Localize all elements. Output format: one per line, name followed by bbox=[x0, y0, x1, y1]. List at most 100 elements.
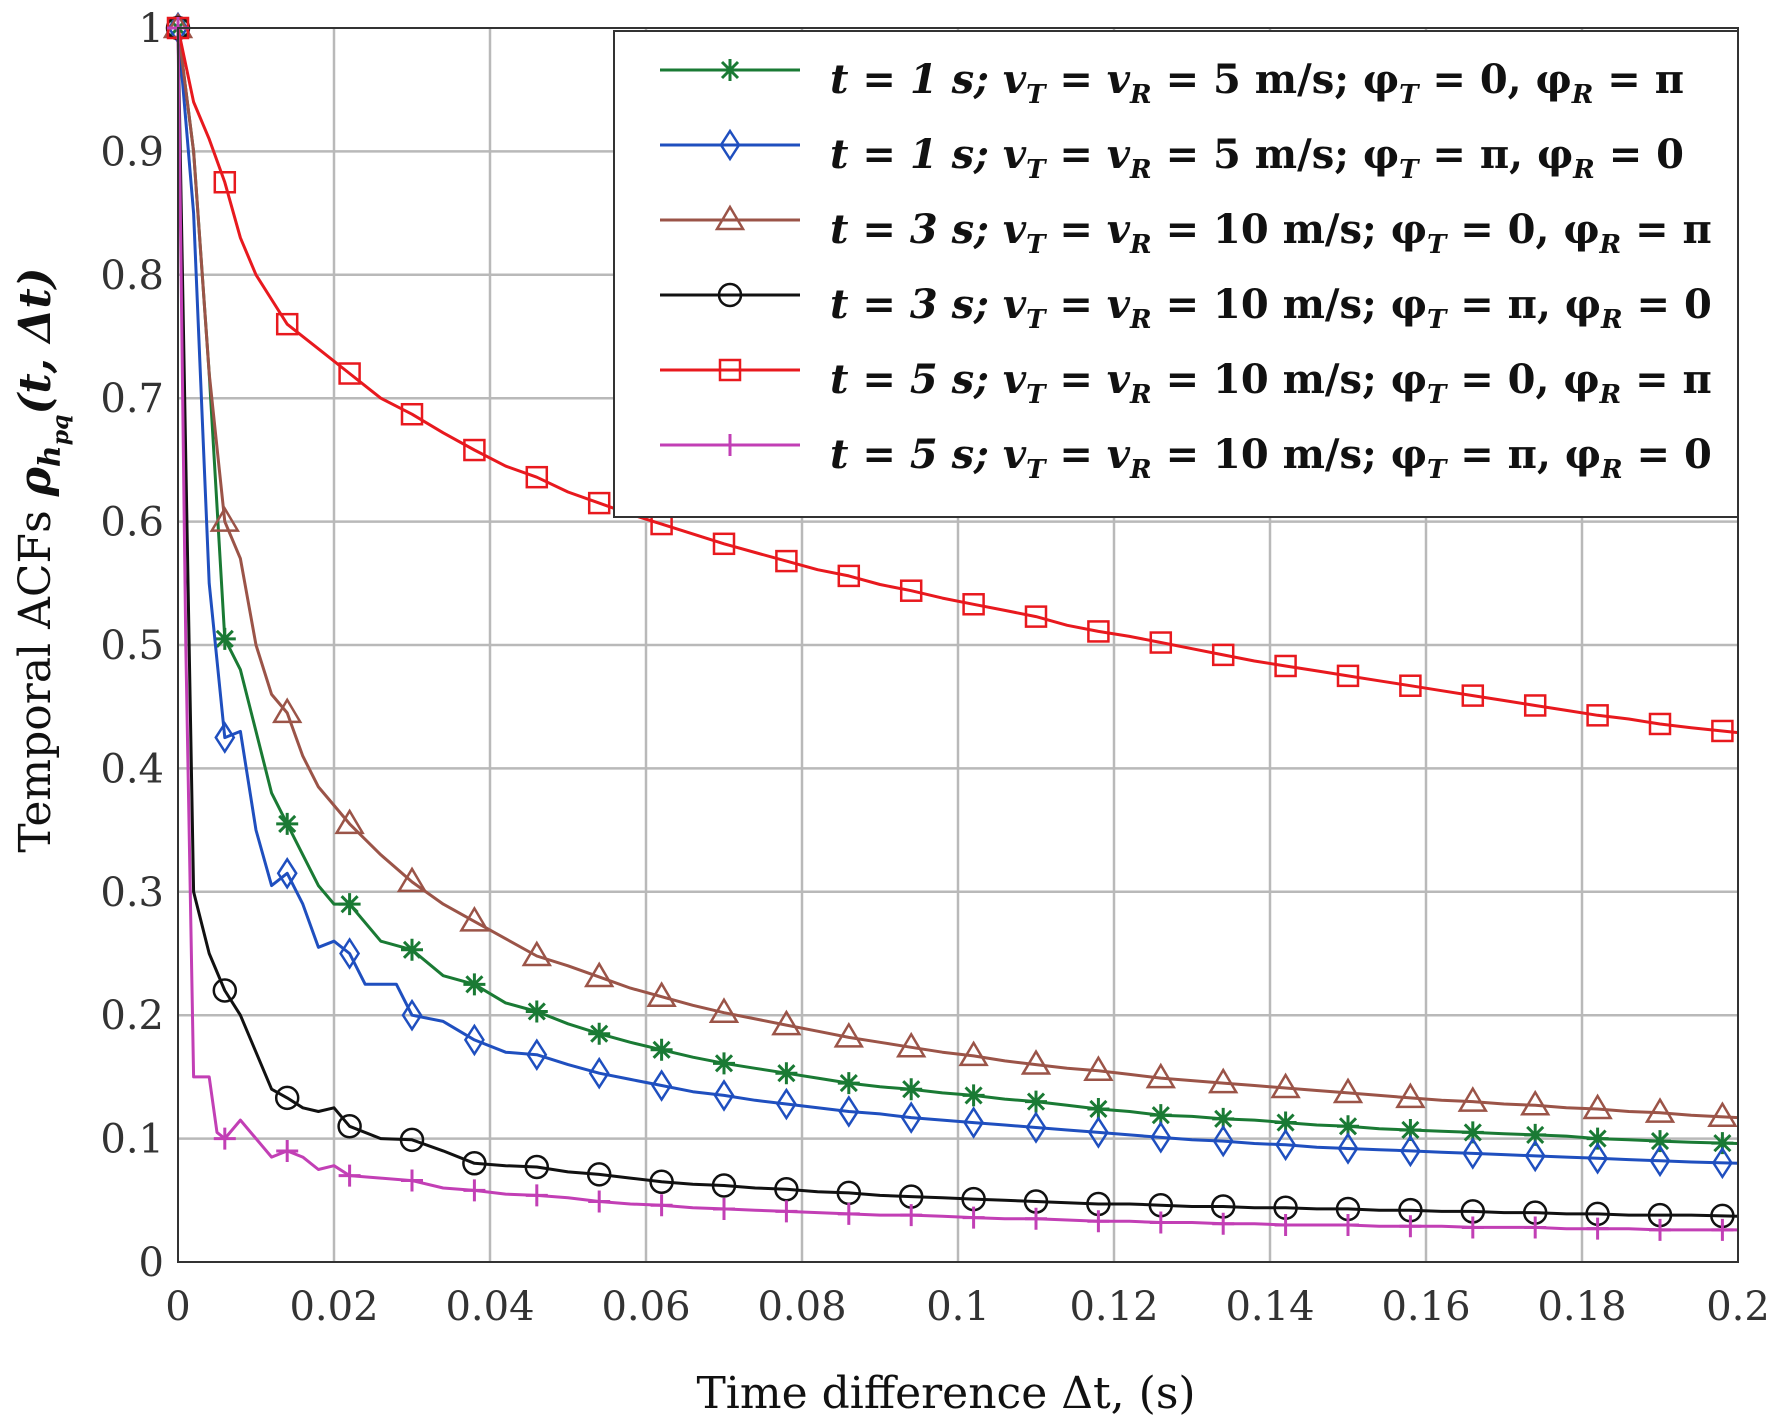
data-point-square bbox=[213, 171, 237, 194]
x-tick-label: 0.02 bbox=[289, 1284, 378, 1330]
data-point-plus bbox=[1649, 1218, 1671, 1241]
data-point-plus bbox=[1524, 1216, 1547, 1239]
data-point-diamond bbox=[1524, 1139, 1546, 1173]
x-tick-label: 0 bbox=[165, 1284, 190, 1330]
data-point-triangle bbox=[272, 697, 303, 724]
series-line-2 bbox=[176, 27, 1739, 1120]
legend-swatch-marker bbox=[719, 128, 741, 162]
data-point-square bbox=[400, 402, 424, 426]
data-point-triangle bbox=[334, 808, 365, 835]
legend-entry-5: t = 5 s; vT = vR = 10 m/s; φT = π, φR = … bbox=[830, 431, 1712, 485]
data-point-triangle bbox=[1707, 1101, 1738, 1128]
x-tick-label: 0.1 bbox=[926, 1284, 990, 1330]
data-point-diamond bbox=[1587, 1142, 1609, 1175]
series-5 bbox=[167, 17, 1738, 1241]
data-point-diamond bbox=[463, 1023, 485, 1057]
data-point-triangle bbox=[209, 506, 240, 532]
x-tick-label: 0.08 bbox=[757, 1284, 846, 1330]
data-point-plus bbox=[338, 1164, 361, 1187]
data-point-diamond bbox=[1087, 1116, 1109, 1149]
legend-swatch-marker bbox=[719, 59, 741, 81]
data-point-square bbox=[1461, 684, 1485, 707]
data-point-asterisk bbox=[1087, 1097, 1110, 1120]
data-point-asterisk bbox=[1274, 1111, 1297, 1134]
x-tick-label: 0.16 bbox=[1381, 1284, 1470, 1330]
y-axis-title-prefix: Temporal ACFs bbox=[10, 496, 61, 852]
data-point-square bbox=[1648, 712, 1672, 736]
data-point-triangle bbox=[958, 1040, 989, 1067]
x-tick-label: 0.12 bbox=[1069, 1284, 1158, 1330]
data-point-triangle bbox=[896, 1031, 927, 1058]
data-point-diamond bbox=[1150, 1121, 1172, 1154]
data-point-asterisk bbox=[1337, 1115, 1359, 1138]
data-point-square bbox=[1336, 664, 1360, 688]
data-point-asterisk bbox=[276, 812, 299, 835]
y-tick-label: 1 bbox=[139, 6, 164, 52]
legend-swatch-marker bbox=[718, 358, 742, 382]
data-point-diamond bbox=[526, 1038, 548, 1071]
series-line-0 bbox=[176, 27, 1739, 1145]
legend: t = 1 s; vT = vR = 5 m/s; φT = 0, φR = π… bbox=[613, 30, 1739, 518]
data-point-asterisk bbox=[1025, 1090, 1047, 1113]
data-point-square bbox=[587, 491, 611, 515]
data-point-triangle bbox=[708, 997, 740, 1023]
x-tick-label: 0.06 bbox=[601, 1284, 690, 1330]
data-point-triangle bbox=[1520, 1089, 1551, 1116]
data-point-square bbox=[1274, 654, 1297, 678]
data-point-square bbox=[837, 564, 861, 588]
data-point-diamond bbox=[963, 1106, 985, 1139]
data-point-asterisk bbox=[1149, 1104, 1172, 1127]
data-point-triangle bbox=[1083, 1055, 1114, 1081]
data-point-triangle bbox=[771, 1009, 802, 1036]
data-point-triangle bbox=[1020, 1049, 1052, 1075]
data-point-plus bbox=[1711, 1218, 1734, 1241]
series-1 bbox=[167, 11, 1739, 1180]
data-point-plus bbox=[900, 1204, 923, 1227]
series-2 bbox=[162, 12, 1739, 1128]
legend-entry-0: t = 1 s; vT = vR = 5 m/s; φT = 0, φR = π bbox=[830, 56, 1684, 110]
tick-labels: 0 0.02 0.04 0.06 0.08 0.1 0.12 0.14 0.16 0.18 0.2 0… bbox=[100, 6, 1769, 1330]
y-tick-label: 0 bbox=[139, 1240, 164, 1286]
data-point-asterisk bbox=[1212, 1107, 1235, 1130]
data-point-square bbox=[1711, 719, 1734, 743]
data-point-asterisk bbox=[525, 1000, 548, 1023]
data-point-plus bbox=[1149, 1211, 1172, 1234]
y-axis-title-sub: h bbox=[33, 445, 68, 467]
data-point-plus bbox=[1087, 1210, 1110, 1233]
data-point-square bbox=[1149, 631, 1173, 654]
series-line-1 bbox=[176, 27, 1739, 1165]
data-point-diamond bbox=[401, 998, 423, 1032]
data-point-triangle bbox=[1270, 1072, 1301, 1099]
data-point-asterisk bbox=[962, 1084, 985, 1107]
data-point-square bbox=[962, 593, 985, 616]
data-point-diamond bbox=[775, 1087, 797, 1121]
data-point-triangle bbox=[1457, 1086, 1488, 1112]
data-point-asterisk bbox=[1524, 1123, 1547, 1146]
y-tick-label: 0.4 bbox=[100, 746, 164, 792]
data-point-circle bbox=[462, 1151, 487, 1176]
x-tick-label: 0.2 bbox=[1706, 1284, 1770, 1330]
legend-entry-2: t = 3 s; vT = vR = 10 m/s; φT = 0, φR = … bbox=[830, 206, 1712, 260]
data-point-plus bbox=[1212, 1212, 1235, 1235]
y-axis-title-rho: ρ bbox=[10, 466, 61, 497]
y-axis-title-subsub: pq bbox=[48, 415, 74, 446]
data-point-triangle bbox=[1582, 1093, 1613, 1120]
legend-box bbox=[613, 30, 1739, 518]
data-point-asterisk bbox=[900, 1078, 923, 1101]
data-point-diamond bbox=[1337, 1132, 1359, 1165]
data-point-square bbox=[525, 465, 549, 489]
y-tick-label: 0.5 bbox=[100, 623, 164, 669]
data-point-asterisk bbox=[213, 627, 236, 650]
legend-swatch-marker bbox=[714, 204, 746, 231]
data-point-asterisk bbox=[463, 973, 486, 996]
data-point-diamond bbox=[1711, 1146, 1733, 1180]
legend-entry-4: t = 5 s; vT = vR = 10 m/s; φT = 0, φR = … bbox=[830, 356, 1712, 410]
data-point-square bbox=[1024, 605, 1048, 628]
data-point-plus bbox=[1399, 1215, 1422, 1238]
data-point-plus bbox=[775, 1200, 798, 1223]
data-point-circle bbox=[212, 978, 238, 1003]
data-point-asterisk bbox=[1649, 1130, 1671, 1153]
legend-entry-3: t = 3 s; vT = vR = 10 m/s; φT = π, φR = … bbox=[830, 281, 1712, 335]
data-point-square bbox=[1399, 674, 1422, 697]
data-point-circle bbox=[337, 1114, 362, 1139]
